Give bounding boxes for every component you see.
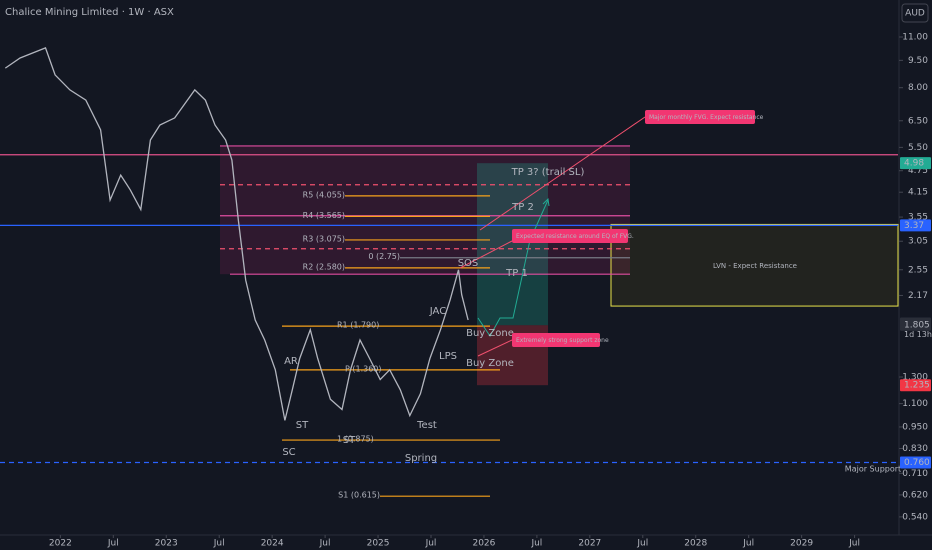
- y-tick-label: 0.710: [902, 469, 928, 479]
- callout-box: [645, 110, 755, 124]
- x-tick-label: 2022: [49, 539, 72, 549]
- pivot-label: R3 (3.075): [303, 234, 345, 243]
- annotation: Spring: [405, 453, 437, 464]
- x-tick-label: Jul: [848, 539, 860, 549]
- zone: [220, 145, 630, 275]
- y-tick-label: 0.620: [902, 490, 928, 500]
- x-tick-label: 2029: [790, 539, 813, 549]
- annotation: AR: [284, 356, 298, 367]
- x-tick-label: Jul: [319, 539, 331, 549]
- currency[interactable]: AUD: [905, 9, 925, 19]
- pivot-label: R1 (1.790): [337, 321, 379, 330]
- annotation: LPS: [439, 351, 457, 362]
- annotation: ST: [343, 435, 356, 446]
- x-tick-label: Jul: [107, 539, 119, 549]
- y-tick-label: 1.300: [902, 373, 928, 383]
- price-badge: [900, 219, 931, 232]
- callout-leader: [459, 240, 513, 269]
- y-tick-label: 2.17: [908, 291, 928, 301]
- annotation: TP 2: [511, 202, 534, 213]
- callout-box: [512, 229, 628, 243]
- annotation: Major Support: [845, 465, 901, 474]
- y-tick-label: 0.950: [902, 422, 928, 432]
- y-tick-label: 11.00: [902, 33, 928, 43]
- y-tick-label: 4.75: [908, 166, 928, 176]
- price-badge-label: 1.235: [904, 381, 930, 391]
- x-tick-label: 2023: [155, 539, 178, 549]
- price-badge: [900, 318, 931, 331]
- price: [4, 47, 469, 421]
- x-tick-label: 2028: [684, 539, 707, 549]
- y-tick-label: 8.00: [908, 83, 928, 93]
- annotation: ST: [296, 420, 309, 431]
- annotation: LVN - Expect Resistance: [713, 262, 797, 270]
- x-tick-label: Jul: [636, 539, 648, 549]
- zone: [477, 163, 548, 326]
- price-badge-label: 0.760: [904, 458, 930, 468]
- currency-button[interactable]: [901, 3, 929, 23]
- price-badge-label: 4.98: [904, 159, 924, 169]
- pivot-label: P (1.360): [345, 364, 382, 373]
- annotation: Buy Zone: [466, 358, 514, 369]
- price-badge: [900, 379, 931, 392]
- annotation: Test: [416, 420, 437, 431]
- x-tick-label: 2027: [578, 539, 601, 549]
- x-tick-label: Jul: [530, 539, 542, 549]
- annotation: Buy Zone: [466, 328, 514, 339]
- callout-text: Expected resistance around EQ of FVG.: [516, 233, 634, 240]
- x-tick-label: Jul: [213, 539, 225, 549]
- y-tick-label: 0.540: [902, 512, 928, 522]
- y-tick-label: 1.100: [902, 399, 928, 409]
- y-tick-label: 4.15: [908, 188, 928, 198]
- y-tick-label: 9.50: [908, 56, 928, 66]
- y-tick-label: 0.830: [902, 444, 928, 454]
- pivot-label: R5 (4.055): [303, 190, 345, 199]
- price-badge-label: 1.805: [904, 320, 930, 330]
- annotation: JAC: [429, 306, 446, 317]
- countdown: 1d 13h: [904, 330, 932, 339]
- price-badge-label: 3.37: [904, 221, 924, 231]
- x-tick-label: 2025: [367, 539, 390, 549]
- annotation: SC: [282, 447, 295, 458]
- pivot-label: 1 (0.875): [337, 435, 374, 444]
- annotation: TP 1: [505, 268, 528, 279]
- lines: R5 (4.055) R4 (3.565) R3 (3.075) R2 (2.580)…: [0, 145, 898, 500]
- annotation: TP 3? (trail SL): [511, 167, 585, 178]
- x-tick-label: 2024: [261, 539, 284, 549]
- price-badge: [900, 456, 931, 469]
- zone: [610, 223, 899, 307]
- pivot-label: R4 (3.565): [303, 211, 345, 220]
- annotation: SOS: [458, 258, 479, 269]
- price-badge: [900, 157, 931, 170]
- pivot-label: R2 (2.580): [303, 262, 345, 271]
- x-tick-label: 2026: [472, 539, 495, 549]
- y-tick-label: 2.55: [908, 265, 928, 275]
- callout-text: Major monthly FVG. Expect resistance: [649, 114, 764, 121]
- projection-arrow: [542, 197, 550, 207]
- y-tick-label: 6.50: [908, 116, 928, 126]
- x-tick-label: Jul: [425, 539, 437, 549]
- y-tick-label: 3.55: [908, 213, 928, 223]
- y-tick-label: 3.05: [908, 237, 928, 247]
- callout-box: [512, 333, 600, 347]
- pivot-label: 0 (2.75): [368, 252, 400, 261]
- chart-title: Chalice Mining Limited · 1W · ASX: [5, 7, 174, 18]
- pivot-label: S1 (0.615): [338, 491, 380, 500]
- callout-leader: [477, 339, 513, 357]
- price-line-series: [4, 47, 469, 421]
- annotations: TP 3? (trail SL) TP 2 TP 1 SOS JAC LPS Buy Zon…: [282, 110, 901, 474]
- axes: 11.00 9.50 8.00 6.50 5.50 4.75 4.15 3.55 3.05 2.5…: [49, 33, 932, 549]
- callout-leader: [479, 116, 646, 231]
- y-tick-label: 5.50: [908, 143, 928, 153]
- x-tick-label: Jul: [742, 539, 754, 549]
- callout-text: Extremely strong support zone: [516, 337, 609, 344]
